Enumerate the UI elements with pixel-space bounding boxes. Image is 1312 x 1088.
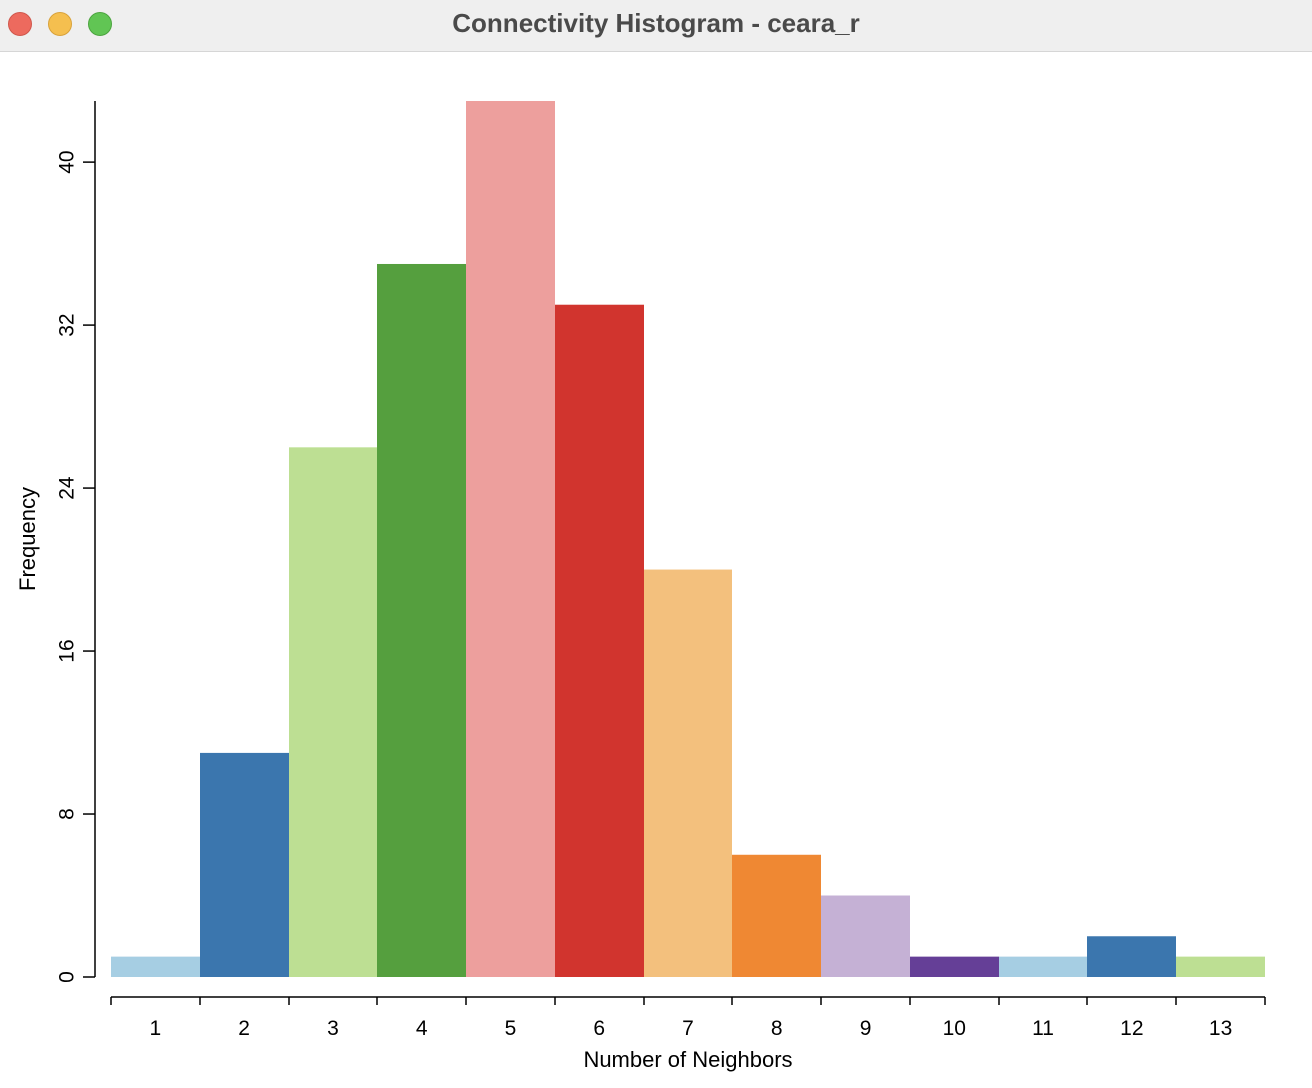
bar-3 bbox=[289, 447, 377, 978]
y-axis-label: Frequency bbox=[15, 487, 40, 591]
bar-13 bbox=[1176, 956, 1265, 977]
window-titlebar: Connectivity Histogram - ceara_r bbox=[0, 0, 1312, 52]
x-tick-label-1: 1 bbox=[150, 1017, 162, 1040]
y-tick-label-0: 0 bbox=[56, 971, 79, 983]
y-tick-label-40: 40 bbox=[56, 150, 79, 173]
bars-group bbox=[111, 101, 1265, 978]
bar-11 bbox=[999, 956, 1087, 977]
y-tick-label-16: 16 bbox=[56, 639, 79, 662]
close-window-button[interactable] bbox=[8, 12, 32, 36]
x-tick-label-11: 11 bbox=[1032, 1017, 1054, 1040]
bar-10 bbox=[910, 956, 999, 977]
minimize-window-button[interactable] bbox=[48, 12, 72, 36]
x-tick-label-5: 5 bbox=[505, 1017, 517, 1040]
bar-4 bbox=[377, 263, 466, 977]
x-tick-label-13: 13 bbox=[1209, 1017, 1232, 1040]
bar-2 bbox=[200, 752, 289, 977]
x-tick-label-10: 10 bbox=[943, 1017, 966, 1040]
x-tick-label-8: 8 bbox=[771, 1017, 783, 1040]
x-tick-label-6: 6 bbox=[593, 1017, 605, 1040]
bar-1 bbox=[111, 956, 200, 977]
x-tick-label-4: 4 bbox=[416, 1017, 428, 1040]
bar-5 bbox=[466, 101, 555, 977]
bar-12 bbox=[1087, 936, 1176, 977]
y-tick-label-32: 32 bbox=[56, 313, 79, 336]
x-tick-label-3: 3 bbox=[327, 1017, 339, 1040]
x-tick-label-12: 12 bbox=[1120, 1017, 1143, 1040]
x-tick-label-9: 9 bbox=[860, 1017, 872, 1040]
y-tick-label-8: 8 bbox=[56, 808, 79, 820]
bar-9 bbox=[821, 895, 910, 977]
y-tick-label-24: 24 bbox=[56, 476, 79, 500]
bar-7 bbox=[644, 569, 732, 977]
window-title: Connectivity Histogram - ceara_r bbox=[452, 8, 860, 38]
bar-6 bbox=[555, 304, 644, 977]
x-axis-label: Number of Neighbors bbox=[583, 1047, 792, 1072]
bar-8 bbox=[732, 854, 821, 977]
x-tick-label-7: 7 bbox=[682, 1017, 694, 1040]
maximize-window-button[interactable] bbox=[88, 12, 112, 36]
x-tick-label-2: 2 bbox=[238, 1017, 250, 1040]
